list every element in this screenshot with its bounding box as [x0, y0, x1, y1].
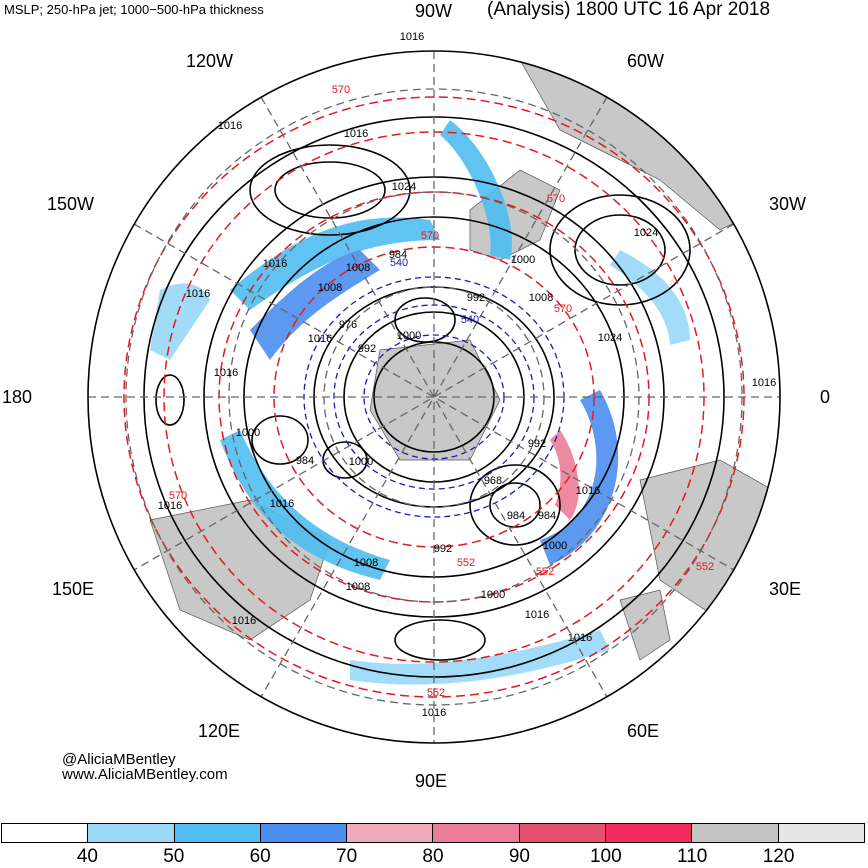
polar-map: 1016 1016 1016 1024 1024 1016 1016 1024 1016 1016… [87, 31, 781, 744]
lon-label-30e: 30E [769, 579, 802, 599]
lon-label-180: 180 [2, 387, 33, 407]
isobar-label: 1016 [218, 120, 242, 132]
isobar-label: 1016 [232, 615, 256, 627]
map-subtitle: MSLP; 250-hPa jet; 1000−500-hPa thicknes… [4, 2, 264, 17]
lon-label-90e: 90E [415, 771, 448, 791]
thickness-label: 570 [547, 193, 565, 205]
isobar-label: 984 [296, 455, 314, 467]
colorbar-swatch [87, 823, 174, 843]
thickness-label: 570 [169, 490, 187, 502]
isobar-label: 1016 [752, 377, 776, 389]
isobar-label: 984 [538, 510, 556, 522]
colorbar-tick-label: 60 [249, 846, 271, 867]
isobar-label: 1000 [236, 427, 260, 439]
colorbar-tick-label: 50 [163, 846, 185, 867]
thickness-label: 570 [554, 303, 572, 315]
isobar-label: 1016 [263, 258, 287, 270]
jet-streaks [150, 120, 690, 685]
isobar-label: 1008 [346, 262, 370, 274]
isobar-label: 1000 [543, 540, 567, 552]
lon-label-60w: 60W [627, 51, 665, 71]
isobar-label: 1024 [598, 332, 622, 344]
colorbar-swatch [259, 823, 347, 843]
colorbar-tick-label: 120 [762, 846, 795, 867]
isobar-label: 1016 [214, 367, 238, 379]
isobar-label: 1008 [529, 292, 553, 304]
thickness-label: 570 [332, 84, 350, 96]
lon-label-0: 0 [820, 387, 831, 407]
isobar-label: 1016 [344, 128, 368, 140]
isobar-label: 1000 [397, 330, 421, 342]
isobar-label: 1016 [422, 707, 446, 719]
colorbar-tick-label: 110 [677, 846, 708, 867]
isobar-label: 1024 [392, 181, 416, 193]
colorbar-swatch [777, 823, 865, 843]
thickness-label: 570 [421, 230, 439, 242]
isobar-label: 1000 [481, 589, 505, 601]
colorbar-tick-label: 70 [336, 846, 358, 867]
isobar-label: 1008 [354, 557, 378, 569]
isobar-label: 1016 [568, 632, 592, 644]
isobar-label: 1016 [308, 333, 332, 345]
lon-label-60e: 60E [627, 721, 660, 741]
isobar-label: 1016 [576, 485, 600, 497]
colorbar-tick-label: 80 [422, 846, 444, 867]
isobar-label: 1008 [346, 581, 370, 593]
colorbar-tick-label: 40 [76, 846, 98, 867]
colorbar-swatch [173, 823, 260, 843]
isobar-label: 992 [528, 438, 546, 450]
lon-label-120w: 120W [186, 51, 234, 71]
credit-website: www.AliciaMBentley.com [62, 766, 228, 783]
isobar-label: 1000 [511, 254, 535, 266]
isobar-label: 1016 [158, 500, 182, 512]
isobar-label: 1016 [186, 288, 210, 300]
thickness-label: 540 [461, 314, 479, 326]
isobar-label: 968 [484, 475, 502, 487]
isobar-label: 1008 [318, 282, 342, 294]
thickness-label: 552 [457, 557, 475, 569]
colorbar [1, 823, 865, 843]
thickness-label: 552 [696, 561, 714, 573]
isobar-label: 992 [467, 292, 485, 304]
isobar-label: 992 [434, 543, 452, 555]
colorbar-swatch [1, 823, 88, 843]
isobar-label: 984 [507, 510, 525, 522]
isobar-label: 992 [358, 343, 376, 355]
lon-label-120e: 120E [198, 721, 241, 741]
map-boundary [87, 50, 781, 744]
isobar-label: 1016 [400, 31, 424, 43]
colorbar-tick-label: 100 [589, 846, 622, 867]
lon-label-150e: 150E [52, 579, 95, 599]
colorbar-swatch [346, 823, 433, 843]
colorbar-swatch [605, 823, 692, 843]
isobar-label: 1016 [525, 609, 549, 621]
colorbar-tick-label: 90 [508, 846, 530, 867]
graticule [88, 51, 780, 743]
colorbar-swatch [691, 823, 778, 843]
contour-labels: 1016 1016 1016 1024 1024 1016 1016 1024 1016 1016… [158, 31, 776, 719]
isobar-label: 1016 [270, 498, 294, 510]
isobar-label: 1000 [349, 456, 373, 468]
lon-label-30w: 30W [769, 194, 807, 214]
thickness-label: 552 [427, 687, 445, 699]
thickness-label: 540 [390, 257, 408, 269]
thickness-label: 552 [536, 566, 554, 578]
lon-label-90w: 90W [415, 1, 453, 21]
isobar-label: 984 [389, 249, 407, 261]
isobar-label: 976 [339, 319, 357, 331]
isobar-label: 1024 [634, 227, 658, 239]
colorbar-swatch [518, 823, 606, 843]
map-title: (Analysis) 1800 UTC 16 Apr 2018 [487, 0, 771, 20]
lon-label-150w: 150W [47, 194, 95, 214]
colorbar-swatch [432, 823, 519, 843]
credit-twitter: @AliciaMBentley [62, 751, 176, 768]
